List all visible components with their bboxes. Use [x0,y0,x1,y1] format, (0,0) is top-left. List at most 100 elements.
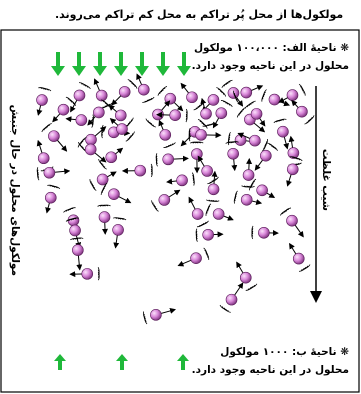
motion-trail [222,83,229,88]
molecule [38,141,53,171]
molecule-ball [241,194,252,205]
motion-trail [271,146,277,151]
molecule-ball [70,225,81,236]
green-arrow [177,354,189,370]
green-arrow [177,52,191,76]
molecule [98,205,111,234]
motion-trail [198,119,204,125]
molecule [88,100,111,125]
molecule [226,142,239,171]
molecule [143,309,175,324]
motion-trail [142,99,149,102]
molecule [71,83,91,112]
molecule-ball [106,152,117,163]
molecule [189,198,208,227]
molecule-ball [58,104,69,115]
motion-trail [280,211,287,216]
green-arrow [93,52,107,76]
molecule [252,226,278,239]
molecule-ball [202,165,213,176]
molecule-ball [113,224,124,235]
molecule [167,173,194,186]
molecule-ball [37,95,48,106]
molecule-ball [287,90,298,101]
motion-trail [128,118,133,124]
molecule-ball [249,135,260,146]
green-arrow [135,52,149,76]
motion-trail [160,88,166,94]
motion-trail [146,119,152,124]
frame [1,30,359,392]
green-arrow [54,354,66,370]
molecule-ball [201,108,212,119]
molecule [287,157,302,186]
molecule-ball [251,108,262,119]
motion-trail [80,144,85,150]
molecule-ball [85,134,96,145]
green-arrow [72,52,86,76]
motion-trail [68,99,74,104]
molecule-ball [159,194,170,205]
motion-trail [218,89,224,95]
motion-trail [220,305,227,309]
molecule-ball [277,126,288,137]
molecule [237,262,257,290]
molecule-ball [76,115,87,126]
motion-trail [68,208,75,211]
molecule [274,119,289,148]
motion-trail [44,125,50,130]
molecule-ball [191,149,202,160]
motion-trail [161,86,167,92]
molecule-ball [165,93,176,104]
title: مولکول‌ها از محل پُر تراکم به محل کم ترا… [55,8,343,21]
molecule [37,88,51,115]
motion-trail [306,117,312,122]
motion-trail [262,144,265,151]
motion-trail [128,80,134,86]
molecule [90,172,116,191]
molecule-ball [138,84,149,95]
left-label: مولکول‌های محلول در حال جنبش [9,136,21,276]
motion-trail [126,135,131,141]
molecule [178,248,208,266]
motion-trail [206,253,209,260]
molecule [123,164,152,177]
molecule [70,238,83,270]
molecule [45,185,60,212]
motion-trail [154,205,158,212]
molecule [95,79,112,108]
molecule-ball [160,129,171,140]
motion-trail [279,119,287,121]
molecule [152,190,180,211]
molecule [262,90,289,106]
molecule-ball [119,86,130,97]
molecule [220,283,243,312]
molecule-ball [257,185,268,196]
motion-trail [212,177,219,181]
molecule [290,244,310,272]
molecule-ball [44,167,55,178]
motion-trail [129,132,134,138]
molecule-ball [287,164,298,175]
molecule [113,218,126,248]
molecule-ball [163,154,174,165]
motion-trail [148,120,154,125]
motion-trail [239,109,244,115]
motion-trail [303,265,310,269]
motion-trail [245,104,252,109]
motion-trail [46,124,52,129]
molecule-ball [286,215,297,226]
molecule-ball [228,148,239,159]
motion-trail [127,133,132,139]
motion-trail [252,179,256,186]
molecule-ball [116,124,127,135]
molecules [37,74,315,324]
region-a-text: محلول در این ناحیه وجود دارد. [192,60,349,72]
molecule-ball [196,129,207,140]
motion-trail [208,204,211,211]
molecule [146,101,170,127]
molecule [159,121,175,148]
region-b-label: ❋ ناحیهٔ ب: ۱۰۰۰ مولکول [220,346,349,358]
green-arrow [116,354,128,370]
motion-trail [264,90,267,97]
